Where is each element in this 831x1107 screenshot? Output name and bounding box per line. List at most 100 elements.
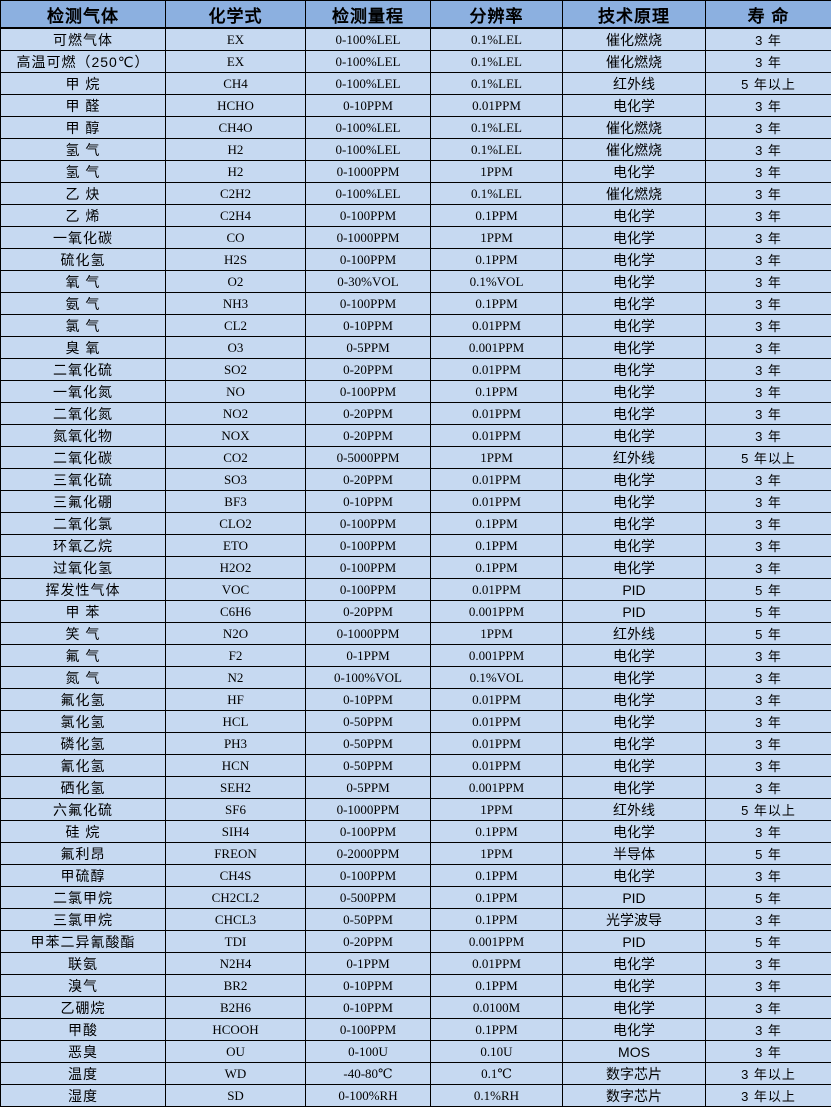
detection-range-cell: 0-100PPM [306,293,431,315]
gas-name-cell: 三氟化硼 [1,491,166,513]
table-header-row: 检测气体 化学式 检测量程 分辨率 技术原理 寿 命 [1,1,831,29]
detection-range-cell: 0-50PPM [306,711,431,733]
column-header-formula: 化学式 [166,1,306,29]
lifetime-cell: 3 年 [706,535,831,557]
resolution-cell: 0.1PPM [431,557,563,579]
lifetime-cell: 3 年 [706,821,831,843]
resolution-cell: 0.1%LEL [431,51,563,73]
lifetime-cell: 3 年 [706,359,831,381]
resolution-cell: 0.1PPM [431,535,563,557]
technology-principle-cell: PID [563,887,706,909]
technology-principle-cell: 红外线 [563,447,706,469]
gas-name-cell: 氟利昂 [1,843,166,865]
resolution-cell: 0.1%LEL [431,73,563,95]
chemical-formula-cell: C2H4 [166,205,306,227]
resolution-cell: 0.1PPM [431,249,563,271]
gas-name-cell: 六氟化硫 [1,799,166,821]
chemical-formula-cell: NO2 [166,403,306,425]
detection-range-cell: 0-100%LEL [306,183,431,205]
gas-name-cell: 氟化氢 [1,689,166,711]
detection-range-cell: 0-100%LEL [306,28,431,51]
lifetime-cell: 3 年 [706,51,831,73]
detection-range-cell: 0-20PPM [306,403,431,425]
gas-name-cell: 乙 炔 [1,183,166,205]
lifetime-cell: 5 年 [706,887,831,909]
chemical-formula-cell: N2O [166,623,306,645]
chemical-formula-cell: C2H2 [166,183,306,205]
chemical-formula-cell: SO3 [166,469,306,491]
resolution-cell: 0.01PPM [431,579,563,601]
column-header-gas-name: 检测气体 [1,1,166,29]
detection-range-cell: 0-20PPM [306,601,431,623]
resolution-cell: 0.1PPM [431,1019,563,1041]
column-header-lifetime: 寿 命 [706,1,831,29]
resolution-cell: 0.01PPM [431,315,563,337]
gas-name-cell: 三氧化硫 [1,469,166,491]
resolution-cell: 1PPM [431,799,563,821]
resolution-cell: 0.01PPM [431,469,563,491]
gas-name-cell: 氟 气 [1,645,166,667]
gas-name-cell: 甲 醇 [1,117,166,139]
technology-principle-cell: 电化学 [563,359,706,381]
detection-range-cell: 0-100PPM [306,557,431,579]
detection-range-cell: 0-30%VOL [306,271,431,293]
lifetime-cell: 3 年 [706,425,831,447]
technology-principle-cell: 电化学 [563,271,706,293]
technology-principle-cell: 电化学 [563,513,706,535]
technology-principle-cell: 红外线 [563,623,706,645]
lifetime-cell: 3 年 [706,1019,831,1041]
lifetime-cell: 3 年 [706,205,831,227]
chemical-formula-cell: CO2 [166,447,306,469]
chemical-formula-cell: SO2 [166,359,306,381]
technology-principle-cell: 电化学 [563,557,706,579]
detection-range-cell: 0-100PPM [306,513,431,535]
gas-name-cell: 二氧化碳 [1,447,166,469]
lifetime-cell: 3 年 [706,315,831,337]
gas-name-cell: 氨 气 [1,293,166,315]
technology-principle-cell: 电化学 [563,733,706,755]
technology-principle-cell: 电化学 [563,667,706,689]
lifetime-cell: 3 年以上 [706,1063,831,1085]
lifetime-cell: 3 年 [706,227,831,249]
gas-name-cell: 硫化氢 [1,249,166,271]
gas-name-cell: 甲硫醇 [1,865,166,887]
gas-name-cell: 臭 氧 [1,337,166,359]
detection-range-cell: 0-100%LEL [306,51,431,73]
chemical-formula-cell: NH3 [166,293,306,315]
technology-principle-cell: MOS [563,1041,706,1063]
gas-name-cell: 二氧化氯 [1,513,166,535]
chemical-formula-cell: HCHO [166,95,306,117]
technology-principle-cell: 电化学 [563,95,706,117]
chemical-formula-cell: CLO2 [166,513,306,535]
technology-principle-cell: 电化学 [563,337,706,359]
technology-principle-cell: 电化学 [563,711,706,733]
lifetime-cell: 3 年 [706,513,831,535]
technology-principle-cell: PID [563,579,706,601]
resolution-cell: 0.1PPM [431,293,563,315]
lifetime-cell: 3 年 [706,249,831,271]
detection-range-cell: 0-1000PPM [306,227,431,249]
chemical-formula-cell: FREON [166,843,306,865]
lifetime-cell: 3 年 [706,293,831,315]
technology-principle-cell: 数字芯片 [563,1063,706,1085]
technology-principle-cell: 催化燃烧 [563,183,706,205]
resolution-cell: 0.1℃ [431,1063,563,1085]
detection-range-cell: 0-50PPM [306,909,431,931]
gas-name-cell: 氢 气 [1,161,166,183]
technology-principle-cell: 电化学 [563,205,706,227]
resolution-cell: 0.1PPM [431,205,563,227]
chemical-formula-cell: CH2CL2 [166,887,306,909]
technology-principle-cell: 半导体 [563,843,706,865]
gas-name-cell: 一氧化碳 [1,227,166,249]
resolution-cell: 1PPM [431,623,563,645]
detection-range-cell: 0-100U [306,1041,431,1063]
chemical-formula-cell: TDI [166,931,306,953]
